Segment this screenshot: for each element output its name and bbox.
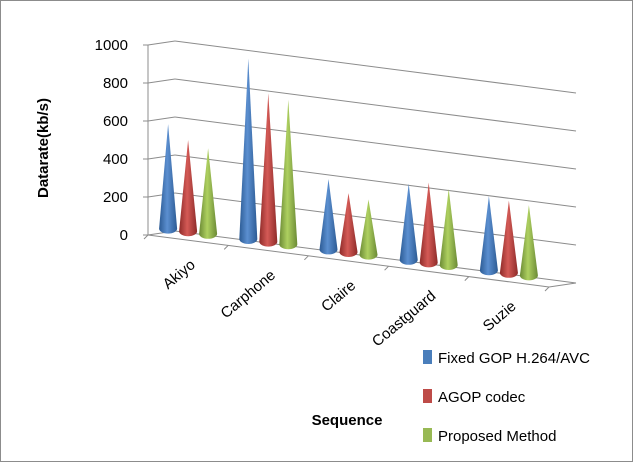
axes bbox=[143, 44, 577, 292]
bar-cone bbox=[239, 58, 258, 245]
bar bbox=[199, 148, 218, 239]
bar-cone bbox=[199, 148, 218, 239]
bar-cone bbox=[479, 196, 498, 276]
x-axis-label: Sequence bbox=[312, 412, 383, 429]
gridline bbox=[174, 40, 577, 94]
bar bbox=[519, 205, 538, 281]
legend-label: AGOP codec bbox=[438, 389, 526, 406]
x-tick-mark bbox=[384, 265, 389, 271]
bar-cone bbox=[399, 183, 418, 265]
legend-swatch bbox=[423, 428, 432, 442]
y-tick-label: 800 bbox=[103, 75, 128, 92]
floor-edge bbox=[548, 282, 577, 288]
x-tick-label: Claire bbox=[318, 277, 359, 315]
y-tick-label: 1000 bbox=[95, 37, 128, 54]
bar-cone bbox=[519, 205, 538, 281]
bar-cone bbox=[259, 93, 278, 247]
bar bbox=[339, 193, 358, 257]
x-tick-mark bbox=[464, 276, 470, 281]
y-axis-label: Datarate(kb/s) bbox=[35, 98, 52, 198]
legend-label: Fixed GOP H.264/AVC bbox=[438, 350, 590, 367]
x-tick-mark bbox=[304, 255, 309, 261]
y-tick-label: 600 bbox=[103, 113, 128, 130]
gridline bbox=[174, 116, 577, 170]
bar bbox=[399, 183, 418, 265]
bar bbox=[439, 188, 458, 270]
gridline-side bbox=[147, 78, 176, 84]
bar bbox=[479, 196, 498, 276]
bar-cone bbox=[439, 188, 458, 270]
x-tick-labels: Akiyo Carphone Claire Coastguard Suzie bbox=[160, 256, 520, 350]
x-tick-label: Coastguard bbox=[369, 287, 439, 350]
y-tick-label: 0 bbox=[120, 227, 128, 244]
bar-cone bbox=[279, 99, 298, 250]
bar bbox=[319, 179, 338, 255]
legend-swatch bbox=[423, 389, 432, 403]
bar bbox=[279, 99, 298, 250]
legend-label: Proposed Method bbox=[438, 428, 556, 445]
bar-cone bbox=[419, 182, 438, 268]
x-tick-mark bbox=[223, 245, 229, 250]
bars bbox=[159, 58, 538, 281]
bar-cone bbox=[319, 179, 338, 255]
bar-cone bbox=[159, 124, 178, 234]
bar-cone bbox=[339, 193, 358, 257]
y-tick-label: 400 bbox=[103, 151, 128, 168]
gridline-side bbox=[147, 40, 176, 46]
gridline-side bbox=[147, 116, 176, 122]
y-tick-labels: 0 200 400 600 800 1000 bbox=[95, 37, 128, 244]
legend: Fixed GOP H.264/AVC AGOP codec Proposed Me… bbox=[423, 350, 590, 445]
x-axis-line bbox=[147, 234, 550, 288]
y-tick-label: 200 bbox=[103, 189, 128, 206]
bar bbox=[499, 200, 518, 278]
x-tick-label: Carphone bbox=[217, 267, 278, 322]
bar bbox=[419, 182, 438, 268]
bar-cone bbox=[359, 199, 378, 260]
bar bbox=[159, 124, 178, 234]
bar bbox=[259, 93, 278, 247]
x-tick-label: Suzie bbox=[480, 298, 520, 335]
gridline bbox=[174, 154, 577, 208]
bar bbox=[359, 199, 378, 260]
bar-cone bbox=[179, 140, 198, 237]
x-tick-label: Akiyo bbox=[160, 256, 199, 293]
gridline bbox=[174, 192, 577, 246]
bar bbox=[179, 140, 198, 237]
gridline bbox=[174, 78, 577, 132]
legend-swatch bbox=[423, 350, 432, 364]
bar-cone bbox=[499, 200, 518, 278]
x-tick-mark bbox=[143, 234, 149, 240]
bar bbox=[239, 58, 258, 245]
x-tick-mark bbox=[544, 286, 550, 292]
